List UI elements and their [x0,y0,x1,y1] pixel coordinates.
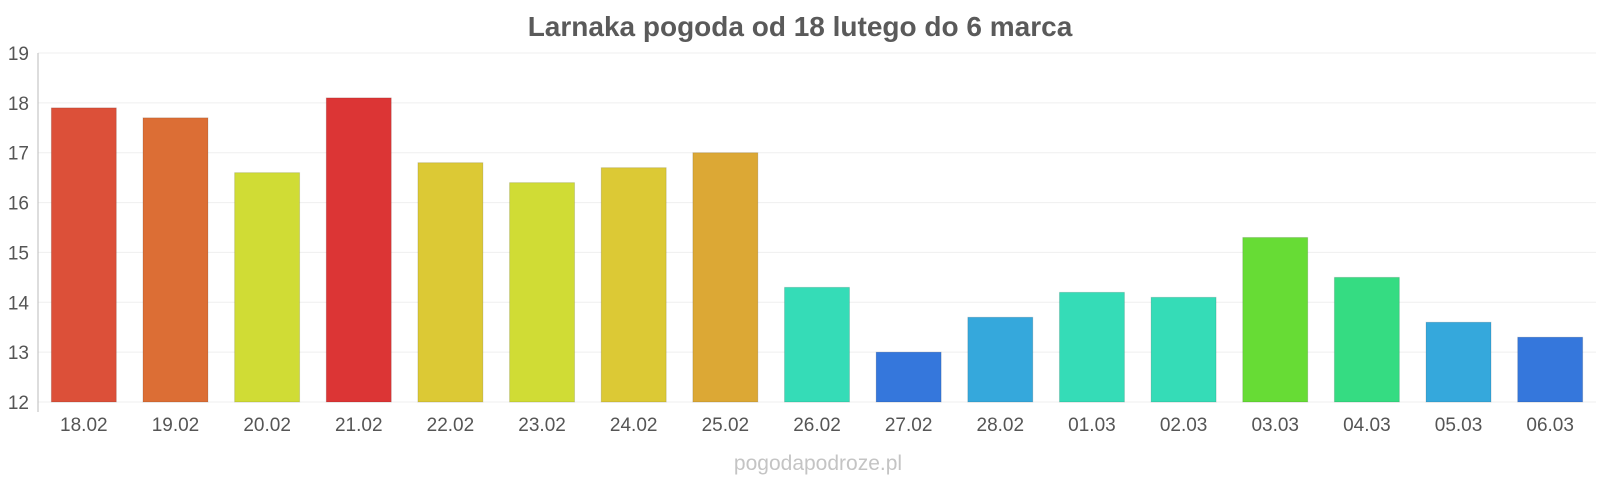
x-tick-label: 28.02 [977,415,1025,436]
x-tick-label: 25.02 [702,415,750,436]
y-tick-label: 19 [8,44,29,65]
x-tick-label: 03.03 [1251,415,1299,436]
y-tick-label: 14 [8,293,30,314]
y-axis-ticks: 12 13 14 15 16 17 18 19 [8,44,30,414]
y-tick-label: 17 [8,144,29,165]
x-tick-label: 05.03 [1435,415,1483,436]
x-tick-label: 02.03 [1160,415,1208,436]
bar [1058,291,1125,403]
bar [50,107,117,403]
bar [509,182,576,403]
x-tick-label: 22.02 [427,415,475,436]
x-tick-label: 19.02 [152,415,200,436]
bar [1333,276,1400,403]
x-tick-label: 26.02 [793,415,841,436]
bar [784,286,850,403]
x-tick-label: 06.03 [1526,415,1574,436]
credit-text: pogodapodroze.pl [734,452,902,475]
bar [142,117,209,403]
bar [417,162,484,403]
x-tick-label: 18.02 [60,415,108,436]
chart-title: Larnaka pogoda od 18 lutego do 6 marca [528,11,1073,42]
y-tick-label: 15 [8,243,29,264]
bar [967,316,1034,403]
y-tick-label: 13 [8,343,29,364]
y-tick-label: 16 [8,194,29,215]
bar [234,172,301,403]
x-axis-ticks: 18.02 19.02 20.02 21.02 22.02 23.02 24.02 25.02… [60,415,1574,436]
bar [1242,236,1309,403]
bar [692,152,759,403]
bar [600,167,667,403]
bar [1517,336,1584,403]
bar [875,351,942,403]
y-tick-label: 12 [8,393,29,414]
bar [325,97,392,403]
x-tick-label: 27.02 [885,415,933,436]
x-tick-label: 23.02 [518,415,566,436]
bar [1150,296,1217,403]
bar [1425,321,1492,403]
x-tick-label: 20.02 [243,415,291,436]
x-tick-label: 04.03 [1343,415,1391,436]
x-tick-label: 24.02 [610,415,658,436]
y-tick-label: 18 [8,94,29,115]
x-tick-label: 21.02 [335,415,383,436]
bars [50,97,1584,403]
x-tick-label: 01.03 [1068,415,1116,436]
